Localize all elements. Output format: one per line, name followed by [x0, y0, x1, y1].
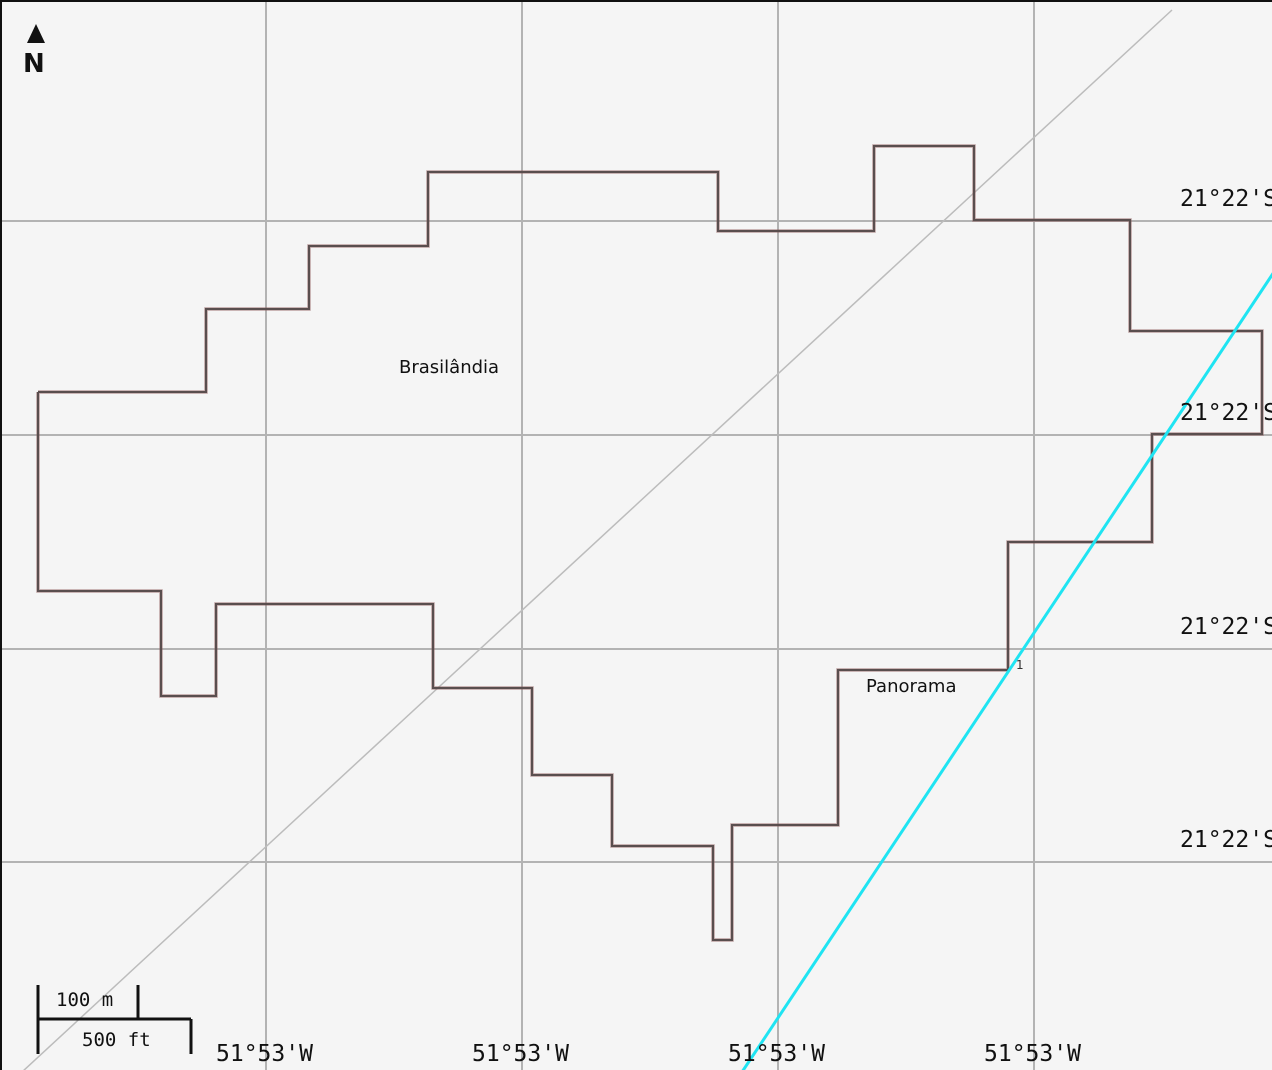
highway-road[interactable] — [741, 272, 1272, 1070]
longitude-label: 51°53'W — [728, 1041, 825, 1067]
latitude-label: 21°22'S — [1180, 614, 1272, 640]
diagonal-boundary-line — [23, 9, 1173, 1070]
municipal-boundary — [36, 144, 1264, 942]
scale-bar — [36, 985, 193, 1054]
route-marker: 1 — [1016, 658, 1024, 672]
longitude-label: 51°53'W — [216, 1041, 313, 1067]
north-arrow-icon: N — [23, 24, 45, 79]
boundary-line — [37, 145, 1263, 941]
place-label-brasilandia[interactable]: Brasilândia — [399, 357, 499, 378]
longitude-label: 51°53'W — [984, 1041, 1081, 1067]
longitude-label: 51°53'W — [472, 1041, 569, 1067]
latitude-label: 21°22'S — [1180, 400, 1272, 426]
place-label-panorama[interactable]: Panorama — [866, 676, 957, 697]
north-arrow-letter: N — [23, 49, 45, 79]
latitude-label: 21°22'S — [1180, 186, 1272, 212]
scale-bar-metric-label: 100 m — [56, 989, 113, 1011]
latitude-label: 21°22'S — [1180, 827, 1272, 853]
scale-bar-imperial-label: 500 ft — [82, 1029, 151, 1051]
